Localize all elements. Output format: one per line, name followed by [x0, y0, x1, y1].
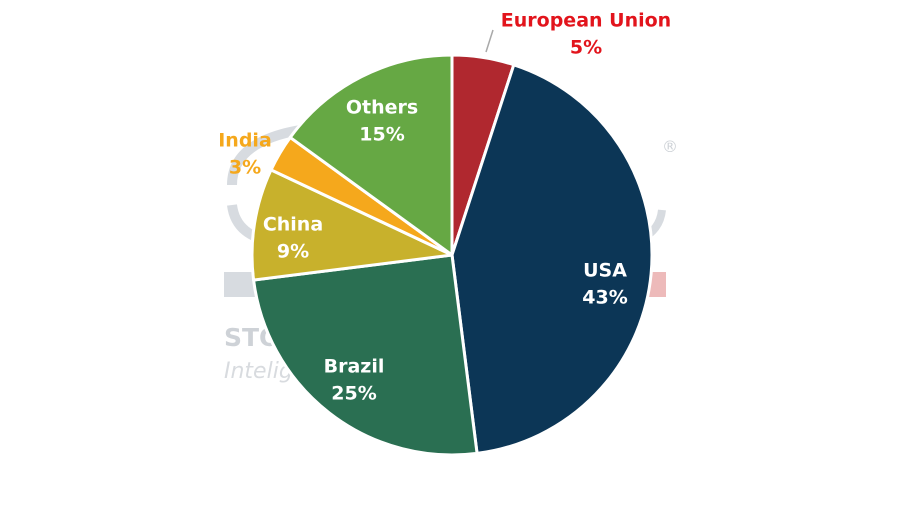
slice-label-india: India: [218, 130, 272, 152]
pie-slice-usa: [450, 63, 654, 455]
slice-value-label-usa: 43%: [582, 287, 627, 309]
pie-slice-china: [250, 168, 454, 282]
slice-label-usa: USA: [583, 260, 627, 282]
slice-value-label-brazil: 25%: [331, 383, 376, 405]
pie-slice-brazil: [252, 253, 479, 457]
slice-label-european-union: European Union: [501, 10, 671, 32]
slice-value-label-others: 15%: [359, 124, 404, 146]
watermark-registered-mark: ®: [662, 137, 678, 156]
pie-slices: [250, 53, 654, 457]
slice-label-others: Others: [346, 97, 418, 119]
slice-label-brazil: Brazil: [324, 356, 385, 378]
watermark-text-2: Intelig: [224, 359, 293, 384]
slice-value-label-china: 9%: [277, 241, 309, 263]
pie-labels: European Union 5% USA 43% Brazil 25% China 9% In…: [218, 10, 671, 405]
eu-leader-line: [485, 29, 494, 53]
watermark-arc-top: [227, 125, 301, 186]
slice-label-china: China: [263, 214, 323, 236]
pie-slice-others: [288, 53, 454, 257]
slice-value-label-european-union: 5%: [570, 37, 602, 59]
slice-value-label-india: 3%: [229, 157, 261, 179]
